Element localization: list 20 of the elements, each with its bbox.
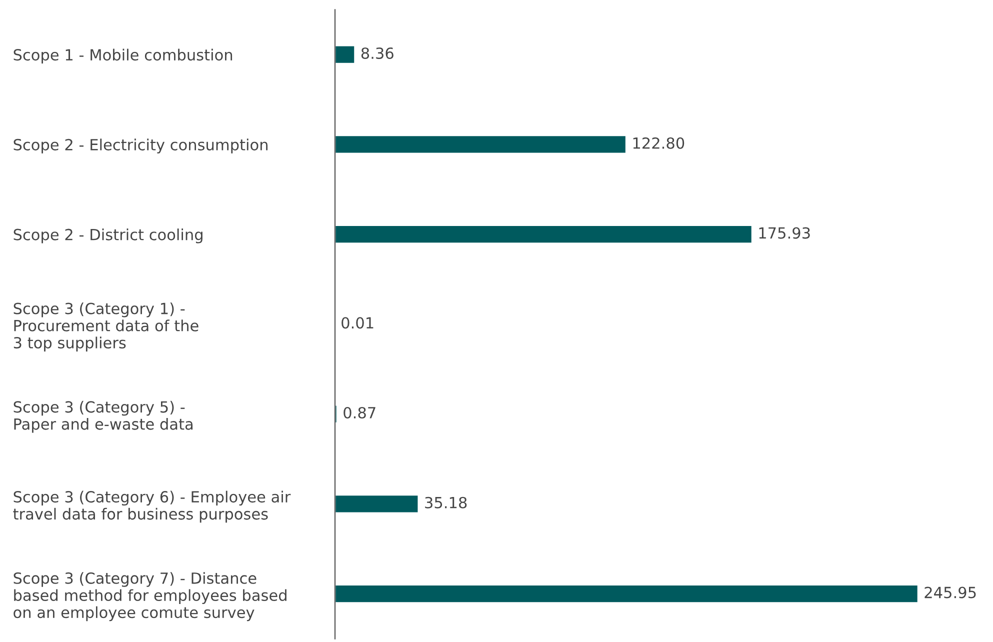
y-tick-label: Scope 2 - District cooling: [14, 228, 202, 244]
bar: [335, 134, 627, 154]
bar: [335, 44, 356, 64]
data-label: 0.01: [342, 317, 374, 329]
data-label: 245.95: [924, 586, 976, 598]
data-label: 0.87: [344, 406, 376, 419]
data-label: 122.80: [633, 137, 684, 149]
bar: [335, 224, 753, 244]
bar: [335, 404, 338, 424]
data-label: 175.93: [759, 227, 810, 239]
y-tick-label: Scope 3 (Category 5) - Paper and e-waste data: [14, 400, 192, 433]
y-tick-label: Scope 3 (Category 1) - Procurement data of the 3 top suppliers: [14, 302, 198, 352]
bar: [335, 584, 919, 604]
data-label: 35.18: [425, 496, 467, 508]
data-label: 8.36: [361, 47, 394, 60]
y-tick-label: Scope 1 - Mobile combustion: [14, 48, 232, 64]
y-tick-label: Scope 2 - Electricity consumption: [14, 138, 268, 154]
bar: [335, 494, 420, 514]
y-tick-label: Scope 3 (Category 7) - Distance based method for employees based on an employee comute survey: [14, 572, 286, 622]
y-tick-label: Scope 3 (Category 6) - Employee air travel data for business purposes: [13, 490, 291, 523]
